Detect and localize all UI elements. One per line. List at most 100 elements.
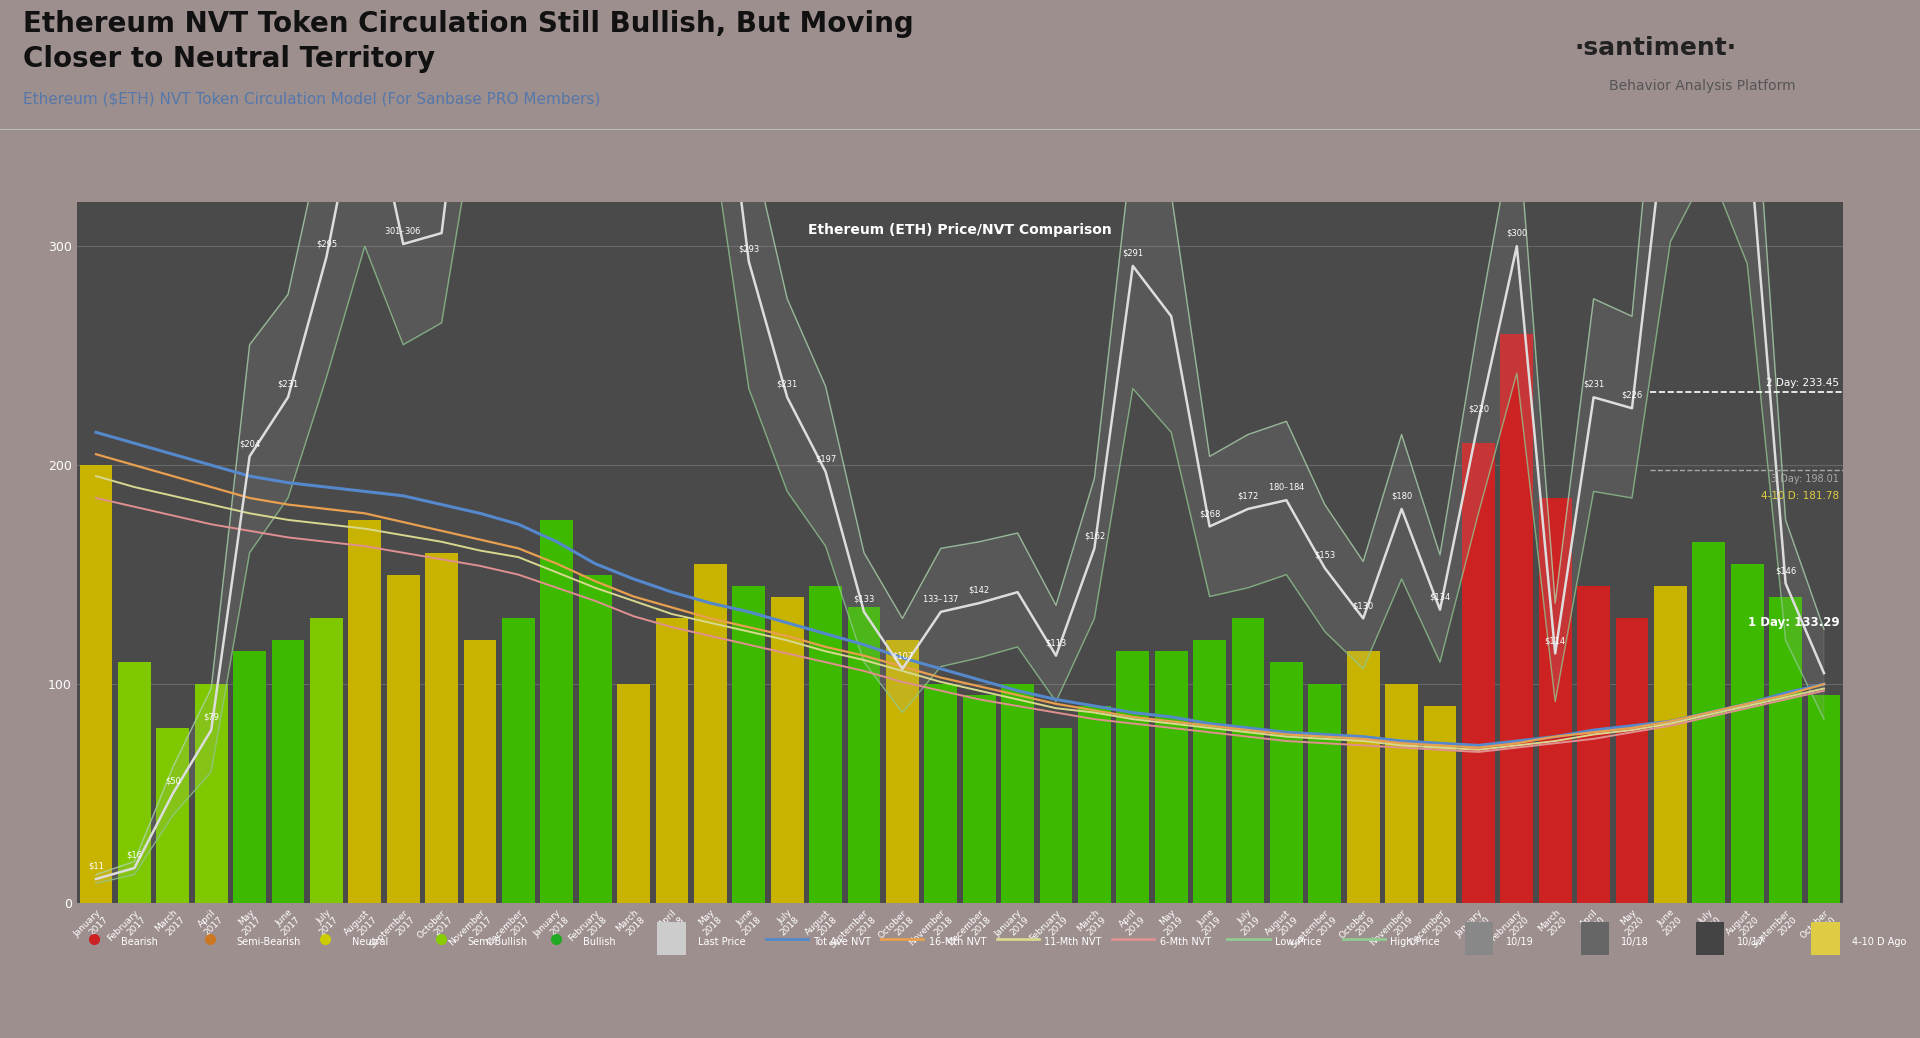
Text: $114: $114: [1544, 636, 1567, 646]
Text: $291: $291: [1121, 248, 1144, 257]
Text: $226: $226: [1620, 391, 1644, 400]
Text: Tot Ave NVT: Tot Ave NVT: [814, 937, 872, 947]
Text: $180–$184: $180–$184: [1267, 481, 1306, 492]
Text: $231: $231: [776, 380, 799, 389]
Text: $293: $293: [737, 244, 760, 253]
Text: 4-10 D: 181.78: 4-10 D: 181.78: [1761, 491, 1839, 500]
Bar: [693, 564, 726, 903]
Bar: [1348, 651, 1380, 903]
Text: $180: $180: [1390, 492, 1413, 500]
Text: 11-Mth NVT: 11-Mth NVT: [1044, 937, 1102, 947]
Text: 6-Mth NVT: 6-Mth NVT: [1160, 937, 1212, 947]
Bar: [81, 465, 111, 903]
Text: $268: $268: [1198, 509, 1221, 518]
Text: 10/17: 10/17: [1736, 937, 1764, 947]
Text: Last Price: Last Price: [699, 937, 745, 947]
Bar: [196, 684, 227, 903]
Bar: [1463, 443, 1496, 903]
Text: 4-10 D Ago: 4-10 D Ago: [1853, 937, 1907, 947]
Bar: [1540, 498, 1572, 903]
Bar: [810, 585, 843, 903]
Text: 10/18: 10/18: [1620, 937, 1649, 947]
Text: $11: $11: [88, 862, 104, 871]
Bar: [1693, 542, 1726, 903]
Bar: [847, 607, 879, 903]
Bar: [386, 575, 420, 903]
Bar: [1309, 684, 1340, 903]
Bar: [1578, 585, 1609, 903]
Text: $197: $197: [814, 455, 837, 463]
Bar: [1811, 922, 1839, 955]
Text: 10/19: 10/19: [1505, 937, 1534, 947]
Text: Bullish: Bullish: [582, 937, 614, 947]
Text: $134: $134: [1428, 593, 1452, 601]
Text: $220: $220: [1467, 404, 1490, 413]
Text: $231: $231: [276, 380, 300, 389]
Bar: [655, 619, 687, 903]
Text: $113: $113: [1044, 638, 1068, 648]
Bar: [1732, 564, 1764, 903]
Bar: [463, 640, 495, 903]
Bar: [119, 662, 150, 903]
Bar: [503, 619, 534, 903]
Bar: [1770, 597, 1801, 903]
Text: $162: $162: [1083, 531, 1106, 540]
Bar: [1386, 684, 1417, 903]
Text: High Price: High Price: [1390, 937, 1440, 947]
Text: ·santiment·: ·santiment·: [1574, 36, 1736, 60]
Text: $142: $142: [968, 585, 991, 595]
Bar: [1271, 662, 1302, 903]
Bar: [770, 597, 804, 903]
Bar: [1617, 619, 1647, 903]
Text: $133: $133: [852, 595, 876, 603]
Text: Neutral: Neutral: [351, 937, 388, 947]
Text: $16: $16: [127, 851, 142, 859]
Text: Ethereum ($ETH) NVT Token Circulation Model (For Sanbase PRO Members): Ethereum ($ETH) NVT Token Circulation Mo…: [23, 91, 601, 107]
Bar: [234, 651, 265, 903]
Bar: [273, 640, 303, 903]
Text: Semi-Bullish: Semi-Bullish: [467, 937, 528, 947]
Bar: [578, 575, 611, 903]
Bar: [1002, 684, 1033, 903]
Bar: [885, 640, 918, 903]
Bar: [1233, 619, 1263, 903]
Bar: [349, 520, 380, 903]
Bar: [1695, 922, 1724, 955]
Text: $153: $153: [1313, 551, 1336, 559]
Bar: [657, 922, 685, 955]
Text: $50: $50: [165, 776, 180, 786]
Bar: [962, 695, 996, 903]
Text: $300: $300: [1505, 228, 1528, 238]
Text: $172: $172: [1236, 492, 1260, 500]
Text: $295: $295: [315, 240, 338, 249]
Bar: [1117, 651, 1148, 903]
Text: $133–$137: $133–$137: [922, 593, 960, 603]
Bar: [1580, 922, 1609, 955]
Text: 16-Mth NVT: 16-Mth NVT: [929, 937, 987, 947]
Text: 2 Day: 233.45: 2 Day: 233.45: [1766, 378, 1839, 387]
Bar: [311, 619, 344, 903]
Text: $130: $130: [1352, 601, 1375, 610]
Text: 1 Day: 133.29: 1 Day: 133.29: [1747, 616, 1839, 629]
Text: Semi-Bearish: Semi-Bearish: [236, 937, 301, 947]
Text: $79: $79: [204, 713, 219, 721]
Bar: [924, 684, 956, 903]
Bar: [1079, 706, 1110, 903]
Text: $301–$306: $301–$306: [384, 224, 422, 236]
Text: Behavior Analysis Platform: Behavior Analysis Platform: [1609, 80, 1795, 93]
Text: Bearish: Bearish: [121, 937, 157, 947]
Bar: [618, 684, 649, 903]
Bar: [1192, 640, 1227, 903]
Text: Ethereum NVT Token Circulation Still Bullish, But Moving
Closer to Neutral Terri: Ethereum NVT Token Circulation Still Bul…: [23, 10, 914, 73]
Bar: [1809, 695, 1839, 903]
Text: Ethereum (ETH) Price/NVT Comparison: Ethereum (ETH) Price/NVT Comparison: [808, 223, 1112, 238]
Text: $107: $107: [891, 652, 914, 660]
Bar: [1465, 922, 1494, 955]
Text: 3 Day: 198.01: 3 Day: 198.01: [1772, 474, 1839, 484]
Bar: [156, 728, 188, 903]
Bar: [1501, 334, 1534, 903]
Text: $146: $146: [1774, 566, 1797, 575]
Bar: [1039, 728, 1071, 903]
Bar: [1154, 651, 1187, 903]
Text: Low Price: Low Price: [1275, 937, 1321, 947]
